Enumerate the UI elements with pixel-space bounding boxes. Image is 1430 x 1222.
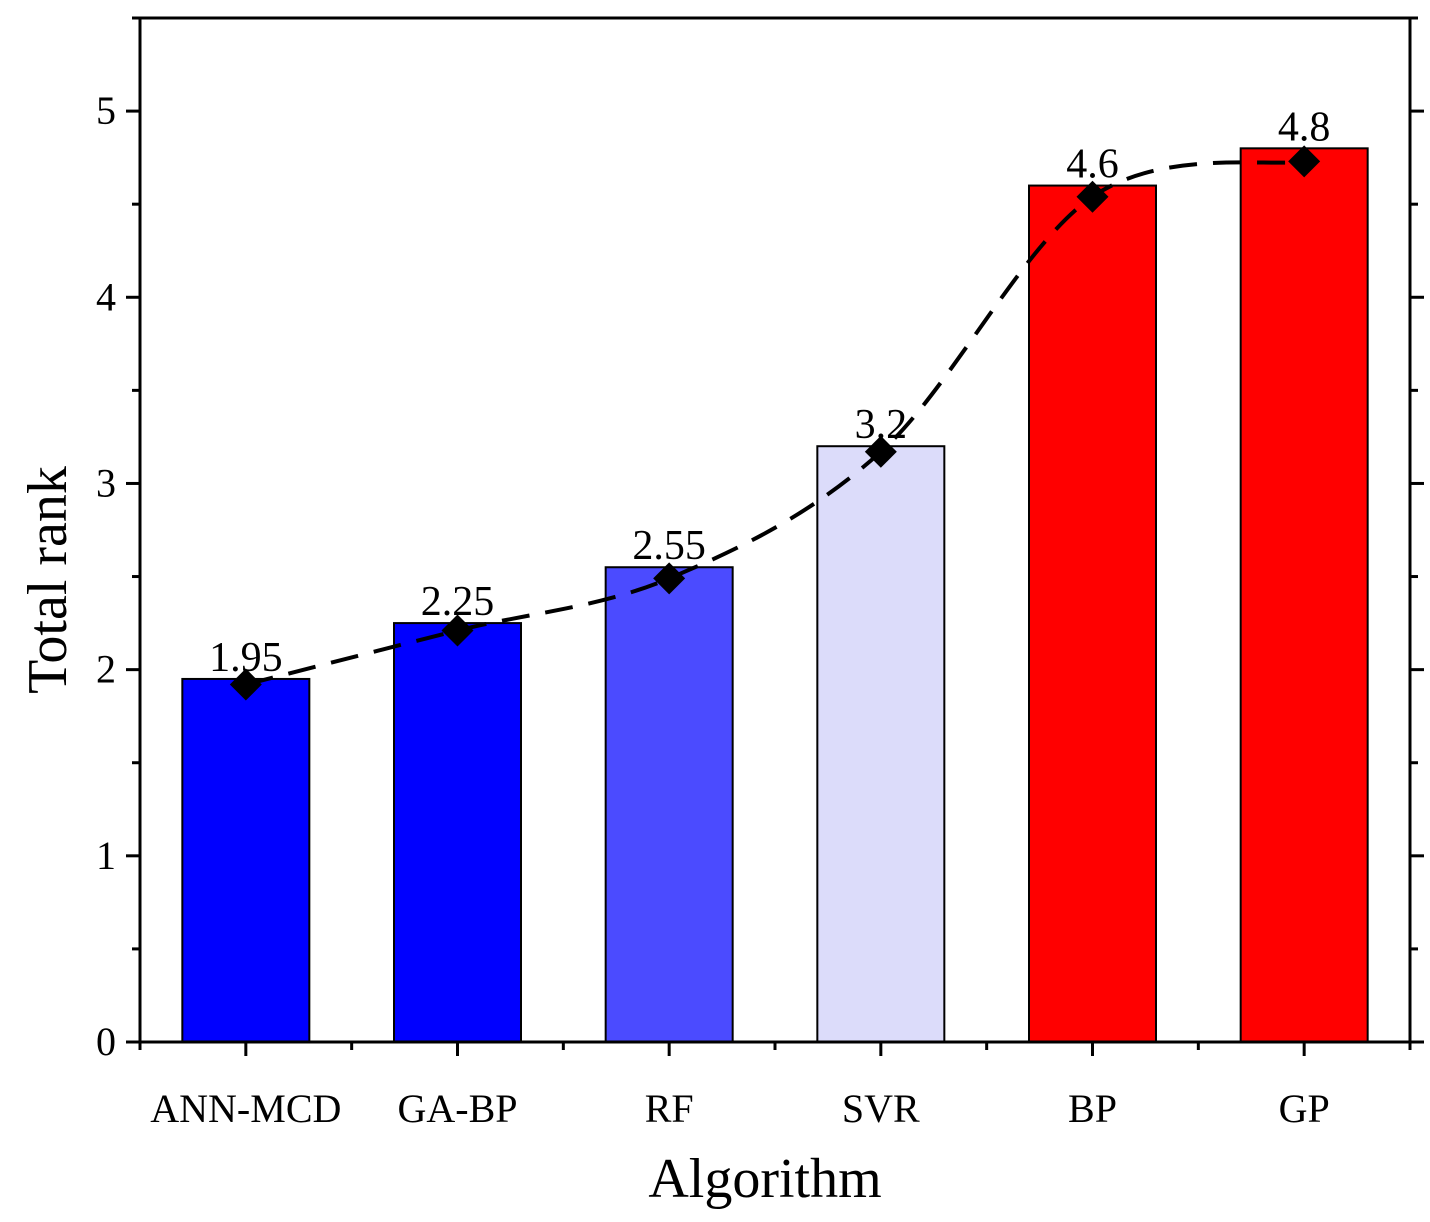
y-tick-label: 4	[96, 274, 116, 319]
trend-marker-gp	[1288, 145, 1321, 178]
data-label-rf: 2.55	[632, 523, 706, 569]
y-axis-title: Total rank	[17, 466, 79, 694]
bar-gp	[1239, 147, 1369, 1043]
labels-layer: 0 1 2 3 4 5 ANN-MCD GA-BP RF SVR BP GP 1.95 2.25 2.55 3…	[96, 88, 1330, 1131]
x-tick-label-ga-bp: GA-BP	[397, 1086, 517, 1131]
bar-ga-bp	[393, 622, 522, 1043]
trend-marker-svr	[864, 435, 897, 468]
trend-marker-ann-mcd	[229, 668, 262, 701]
trend-layer	[229, 145, 1321, 701]
y-tick-label: 5	[96, 88, 116, 133]
bars-layer	[181, 147, 1369, 1044]
y-tick-label: 0	[96, 1019, 116, 1064]
bar-svr	[816, 445, 946, 1043]
y-tick-label: 1	[96, 833, 116, 878]
data-label-ann-mcd: 1.95	[209, 635, 283, 681]
data-label-svr: 3.2	[855, 402, 908, 448]
bar-rf	[604, 566, 734, 1044]
trend-marker-rf	[653, 562, 686, 595]
x-tick-label-svr: SVR	[842, 1086, 920, 1131]
x-axis-title: Algorithm	[648, 1148, 881, 1210]
trend-marker-ga-bp	[441, 614, 474, 647]
trend-line	[245, 159, 1305, 687]
x-tick-label-gp: GP	[1279, 1086, 1330, 1131]
axes-layer	[126, 16, 1424, 1056]
data-label-gp: 4.8	[1278, 104, 1331, 150]
data-label-bp: 4.6	[1066, 142, 1119, 188]
bar-bp	[1028, 184, 1157, 1043]
x-tick-label-rf: RF	[645, 1086, 694, 1131]
bar-ann-mcd	[181, 677, 311, 1043]
trend-marker-bp	[1076, 180, 1109, 213]
y-tick-label: 3	[96, 460, 116, 505]
data-label-ga-bp: 2.25	[421, 579, 495, 625]
y-tick-label: 2	[96, 647, 116, 692]
x-tick-label-ann-mcd: ANN-MCD	[150, 1086, 341, 1131]
x-tick-label-bp: BP	[1068, 1086, 1117, 1131]
